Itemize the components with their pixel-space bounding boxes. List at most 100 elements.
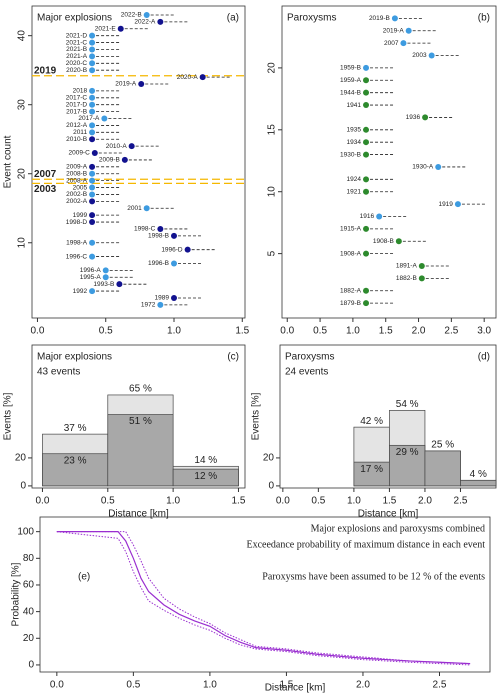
panel-title: Paroxysms [285, 352, 334, 363]
event-point [89, 170, 96, 177]
y-tick-label: 20 [17, 168, 28, 180]
event-label: 1959-A [340, 77, 362, 84]
value-label: 25 % [431, 440, 454, 451]
event-label: 1998-A [66, 239, 88, 246]
plot-frame [31, 5, 246, 319]
event-label: 1996-D [161, 246, 183, 253]
event-label: 2021-E [95, 25, 117, 32]
probability-line [56, 531, 471, 665]
event-label: 2017-C [66, 95, 88, 102]
event-label: 1959-B [340, 65, 361, 72]
event-point [454, 201, 461, 208]
histogram-bar [172, 468, 239, 487]
event-label: 1998-C [134, 226, 156, 233]
plot-frame [279, 344, 497, 489]
x-tick-label: 0.0 [280, 326, 294, 337]
x-tick-label: 0.0 [31, 326, 45, 337]
value-label: 42 % [360, 416, 383, 427]
y-tick-label: 80 [23, 553, 35, 564]
event-point [391, 15, 398, 22]
y-tick-label: 60 [23, 580, 35, 591]
event-point [89, 136, 96, 143]
histogram-bar [107, 414, 174, 487]
y-tick-label: 20 [23, 633, 35, 644]
y-tick-label: 0 [268, 481, 274, 492]
event-point [138, 81, 145, 87]
event-point [89, 288, 96, 295]
event-point [363, 176, 370, 183]
event-point [363, 139, 370, 146]
x-tick-label: 1.0 [203, 680, 217, 691]
event-label: 1935 [347, 127, 362, 134]
event-label: 2005 [73, 184, 88, 191]
event-point [102, 274, 109, 281]
event-point [363, 287, 370, 294]
event-label: 1916 [360, 213, 375, 220]
event-label: 1998-D [66, 219, 88, 226]
event-point [89, 46, 96, 53]
event-label: 2019-A [383, 27, 405, 34]
x-tick-label: 3.0 [477, 326, 491, 337]
value-label: 29 % [396, 447, 419, 458]
event-label: 1936 [406, 114, 421, 121]
event-point [157, 301, 164, 308]
event-label: 1924 [347, 176, 362, 183]
event-label: 2007 [384, 40, 399, 47]
event-point [418, 275, 425, 282]
plot-frame [39, 516, 491, 673]
event-point [376, 213, 383, 220]
x-tick-label: 1.5 [379, 326, 393, 337]
event-point [171, 294, 177, 301]
event-label: 2002-A [66, 198, 88, 205]
x-tick-label: 1.0 [166, 496, 180, 507]
annotation: Exceedance probability of maximum distan… [246, 539, 485, 550]
event-label: 1930-A [412, 164, 434, 171]
event-point [89, 39, 96, 46]
event-point [89, 198, 96, 205]
x-tick-label: 2.0 [356, 680, 370, 691]
panel-label: (a) [227, 13, 239, 24]
y-tick-label: 40 [23, 606, 35, 617]
value-label: 51 % [129, 416, 152, 427]
event-label: 2019-A [115, 81, 137, 88]
event-point [171, 232, 177, 239]
x-tick-label: 2.5 [454, 496, 468, 507]
event-label: 1995-A [80, 274, 102, 281]
event-point [400, 40, 407, 47]
value-label: 65 % [129, 384, 152, 395]
event-label: 1996-B [148, 260, 169, 267]
event-point [363, 250, 370, 257]
event-point [435, 163, 442, 170]
y-axis-label: Event count [3, 135, 14, 188]
panel-label: (d) [478, 352, 490, 363]
panel-title: Major explosions [37, 13, 112, 24]
event-label: 2008-B [66, 170, 87, 177]
event-label: 2018 [73, 88, 88, 95]
event-point [395, 238, 402, 245]
x-tick-label: 0.5 [101, 496, 115, 507]
reference-label: 2019 [34, 65, 57, 76]
y-tick-label: 40 [17, 30, 28, 42]
event-label: 1934 [347, 139, 362, 146]
event-label: 2020-B [66, 67, 87, 74]
y-tick-label: 15 [267, 124, 278, 136]
y-axis-label: Probability [%] [11, 562, 22, 626]
y-axis-label: Events [%] [251, 392, 262, 440]
y-tick-label: 20 [263, 453, 275, 464]
event-label: 1996-C [66, 253, 88, 260]
event-point [363, 151, 370, 158]
panel-label: (e) [78, 572, 90, 583]
event-label: 2021-C [66, 39, 88, 46]
y-tick-label: 10 [17, 237, 28, 249]
event-point [363, 102, 370, 109]
x-tick-label: 1.5 [235, 326, 249, 337]
event-point [363, 300, 370, 307]
event-label: 1989 [155, 295, 170, 302]
value-label: 4 % [470, 469, 487, 480]
value-label: 17 % [360, 464, 383, 475]
probability-line [56, 531, 471, 666]
event-point [89, 239, 96, 246]
event-label: 1992 [73, 288, 88, 295]
x-tick-label: 1.0 [347, 496, 361, 507]
